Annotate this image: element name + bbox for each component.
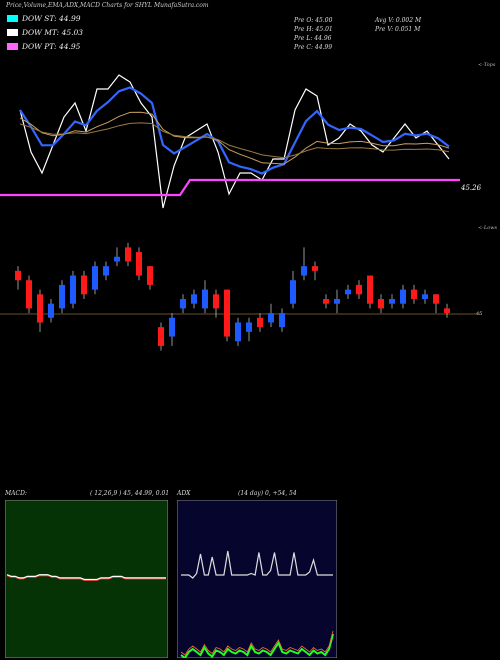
candle-body [125,247,131,262]
ema-long-line [19,122,450,159]
candle-body [26,280,32,309]
info-avg-volume: Avg V: 0.002 M [375,17,422,24]
legend-label-st: DOW ST: 44.99 [22,14,81,23]
minus-di-line [180,630,334,656]
candle-body [444,308,450,314]
ema-slow-line [19,111,450,165]
legend-label-pt: DOW PT: 44.95 [22,42,81,51]
candle-body [15,270,21,281]
candle-body [345,289,351,295]
candle-body [191,294,197,304]
candle-body [389,299,395,304]
candle-body [433,294,439,304]
candle-body [70,275,76,304]
info-pre-close: Pre C: 44.99 [294,44,333,51]
lows-label: <-Lows [478,225,498,231]
candle-body [37,294,43,323]
candle-body [257,317,263,328]
candle-body [81,275,87,295]
candle-body [103,266,109,276]
candle-body [59,284,65,309]
info-pre-low: Pre L: 44.96 [294,35,332,42]
candle-body [411,289,417,299]
candle-body [202,289,208,309]
candle-body [367,275,373,304]
macd-line [6,574,166,581]
adx-panel-bg [177,500,337,658]
chart-title: Price,Volume,EMA,ADX,MACD Charts for SHY… [6,2,209,9]
candle-body [147,266,153,285]
legend-swatch-pt [7,43,18,50]
candle-body [312,266,318,271]
legend-label-mt: DOW MT: 45.03 [22,28,84,37]
adx-lines [180,550,334,658]
candle-body [268,313,274,323]
macd-label: MACD: [5,490,27,497]
candle-body [92,266,98,290]
candle-body [136,252,142,276]
candle-body [235,322,241,342]
candle-body [48,303,54,318]
candle-body [213,294,219,309]
adx-params: (14 day) 0, +54, 54 [238,490,297,497]
candle-body [114,256,120,262]
candlestick-chart [0,242,480,351]
legend-swatch-st [7,15,18,22]
legend-swatch-mt [7,29,18,36]
info-pre-volume: Pre V: 0.051 M [375,26,421,33]
candle-body [169,317,175,337]
candle-body [279,313,285,328]
tops-label: <-Tops [478,62,496,68]
macd-signal-line [6,575,166,581]
ema-chart [0,74,460,209]
dow-pt-line [0,178,460,197]
info-pre-open: Pre O: 45.00 [294,17,333,24]
price-line [19,74,450,209]
macd-chart [5,500,168,658]
legend-dow-pt: DOW PT: 44.95 [7,42,80,51]
candle-body [246,322,252,332]
ema-fast-line [19,86,450,175]
adx-chart [177,500,337,658]
candle-body [323,299,329,304]
candle-body [400,289,406,304]
candle-body [301,266,307,276]
candle-body [158,327,164,346]
candle-body [378,299,384,309]
candle-body [180,299,186,309]
info-pre-high: Pre H: 45.01 [294,26,333,33]
candle-body [224,289,230,337]
ema-lines [0,74,460,209]
last-price-label: 45.26 [461,184,482,192]
candle-body [334,299,340,304]
adx-line [181,550,333,579]
legend-dow-st: DOW ST: 44.99 [7,14,81,23]
candles [15,242,450,351]
candle-body [356,284,362,295]
macd-lines [6,574,166,581]
legend-dow-mt: DOW MT: 45.03 [7,28,83,37]
adx-label: ADX [177,490,191,497]
macd-params: ( 12,26,9 ) 45, 44.99, 0.01 [90,490,170,497]
candle-body [422,294,428,299]
candle-body [290,280,296,304]
plus-di-line [180,633,334,658]
